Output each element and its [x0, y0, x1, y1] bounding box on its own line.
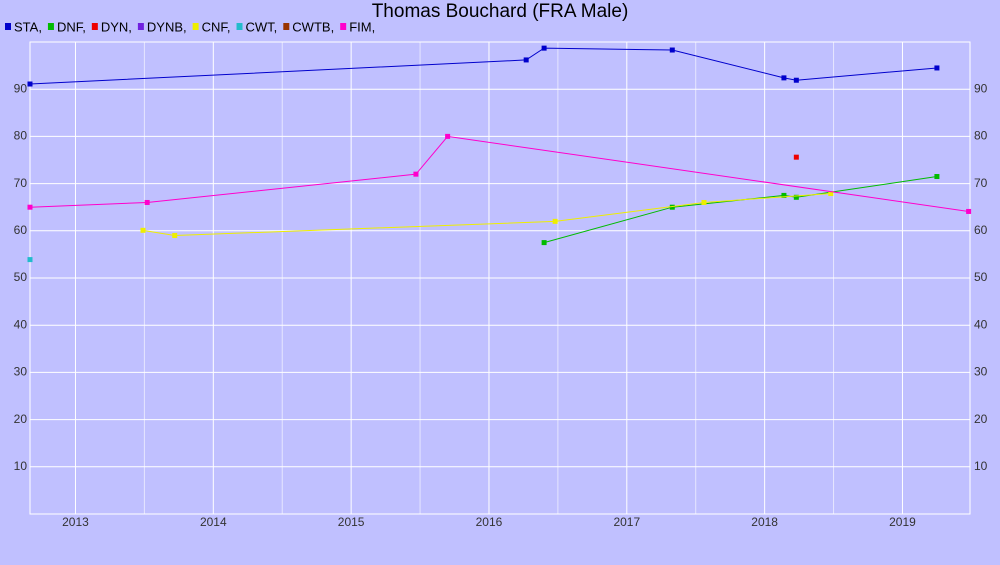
- legend-label: DNF,: [57, 19, 86, 34]
- data-point: [445, 133, 451, 139]
- x-tick-label: 2014: [200, 515, 227, 529]
- y-tick-label: 60: [14, 223, 28, 237]
- x-tick-label: 2017: [613, 515, 640, 529]
- data-point: [701, 199, 707, 205]
- y-tick-label: 90: [14, 81, 28, 95]
- data-point: [552, 218, 558, 224]
- y2-tick-label: 30: [974, 365, 988, 379]
- legend-label: CWT,: [246, 19, 278, 34]
- data-point: [27, 204, 33, 210]
- legend-label: DYNB,: [147, 19, 187, 34]
- y-tick-label: 50: [14, 270, 28, 284]
- data-point: [934, 65, 940, 71]
- y-tick-label: 40: [14, 317, 28, 331]
- x-tick-label: 2015: [338, 515, 365, 529]
- legend-label: FIM,: [349, 19, 375, 34]
- data-point: [793, 77, 799, 83]
- y2-tick-label: 80: [974, 129, 988, 143]
- x-tick-label: 2016: [476, 515, 503, 529]
- data-point: [27, 81, 33, 87]
- y2-tick-label: 70: [974, 176, 988, 190]
- legend-swatch: [236, 23, 243, 30]
- x-tick-label: 2019: [889, 515, 916, 529]
- y-tick-label: 80: [14, 129, 28, 143]
- data-point: [793, 194, 799, 200]
- legend-swatch: [340, 23, 347, 30]
- data-point: [172, 233, 178, 239]
- chart-title: Thomas Bouchard (FRA Male): [372, 1, 629, 22]
- data-point: [828, 191, 834, 197]
- y-tick-label: 20: [14, 412, 28, 426]
- y-tick-label: 10: [14, 459, 28, 473]
- x-tick-label: 2013: [62, 515, 89, 529]
- data-point: [669, 204, 675, 210]
- legend-label: CNF,: [202, 19, 231, 34]
- data-point: [966, 208, 972, 214]
- data-point: [781, 192, 787, 198]
- legend-swatch: [5, 23, 11, 30]
- data-point: [793, 154, 799, 160]
- legend-label: CWTB,: [292, 19, 334, 34]
- legend-swatch: [47, 23, 54, 30]
- legend-label: DYN,: [101, 19, 132, 34]
- data-point: [669, 47, 675, 53]
- x-tick-label: 2018: [751, 515, 778, 529]
- y2-tick-label: 50: [974, 270, 988, 284]
- legend-swatch: [192, 23, 199, 30]
- legend-swatch: [283, 23, 290, 30]
- data-point: [523, 57, 529, 63]
- legend-label: STA,: [14, 19, 42, 34]
- data-point: [413, 171, 419, 177]
- y2-tick-label: 40: [974, 317, 988, 331]
- y2-tick-label: 60: [974, 223, 988, 237]
- legend-swatch: [91, 23, 98, 30]
- data-point: [934, 174, 940, 180]
- y2-tick-label: 90: [974, 81, 988, 95]
- data-point: [27, 257, 33, 263]
- y-tick-label: 70: [14, 176, 28, 190]
- y2-tick-label: 10: [974, 459, 988, 473]
- data-point: [144, 199, 150, 205]
- data-point: [541, 240, 547, 246]
- data-point: [140, 227, 146, 233]
- legend-swatch: [137, 23, 144, 30]
- y2-tick-label: 20: [974, 412, 988, 426]
- y-tick-label: 30: [14, 365, 28, 379]
- data-point: [781, 75, 787, 81]
- data-point: [541, 45, 547, 51]
